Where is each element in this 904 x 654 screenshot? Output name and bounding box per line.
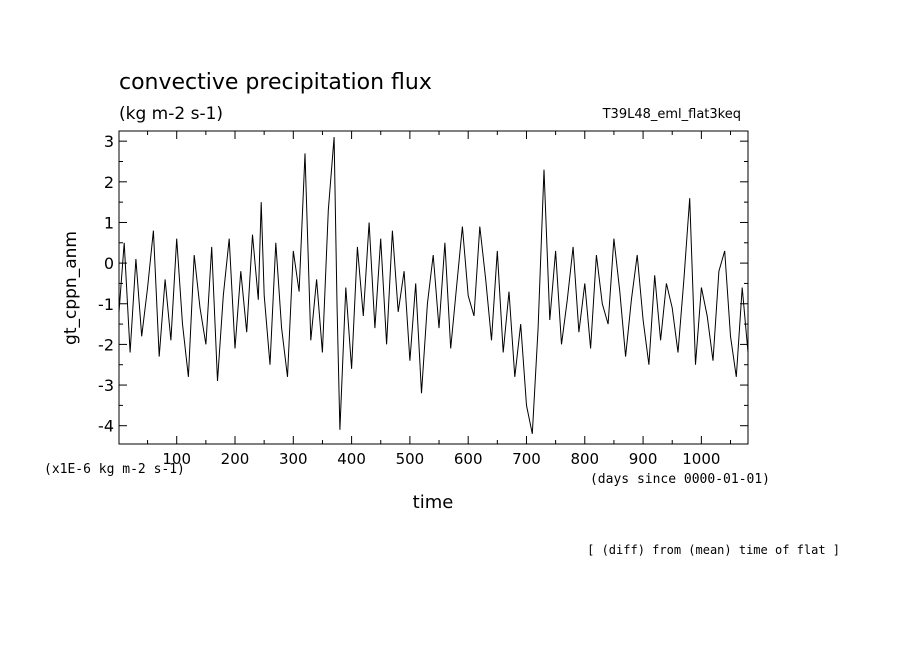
y-tick-label: 0 [104,254,114,273]
x-tick-label: 900 [629,450,658,468]
experiment-label: T39L48_eml_flat3keq [602,107,741,122]
y-tick-label: -2 [98,335,114,354]
x-tick-label: 700 [512,450,541,468]
x-axis-ticks: 100 200 300 400 500 600 700 800 900 1000 [147,131,732,468]
x-axis-units: (days since 0000-01-01) [590,472,770,487]
x-axis-label: time [413,492,454,513]
series-line [118,137,749,434]
footnote: [ (diff) from (mean) time of flat ] [587,543,840,557]
y-tick-label: -4 [98,417,114,436]
x-tick-label: 100 [162,450,191,468]
y-axis-ticks: -4 -3 -2 -1 0 1 2 3 [98,132,748,436]
plot-frame [118,130,749,445]
x-tick-label: 200 [221,450,250,468]
x-tick-label: 600 [454,450,483,468]
data-series [118,137,749,434]
y-tick-label: -1 [98,295,114,314]
y-tick-label: 2 [104,173,114,192]
y-axis-label: gt_cppn_anm [61,231,81,345]
y-tick-label: -3 [98,376,114,395]
x-tick-label: 800 [570,450,599,468]
y-axis-units: (x1E-6 kg m-2 s-1) [44,462,185,477]
x-tick-label: 1000 [682,450,720,468]
y-tick-label: 3 [104,132,114,151]
y-tick-label: 1 [104,213,114,232]
x-tick-label: 500 [396,450,425,468]
chart-units: (kg m-2 s-1) [119,104,223,124]
x-tick-label: 400 [337,450,366,468]
chart-title: convective precipitation flux [119,70,432,95]
x-tick-label: 300 [279,450,308,468]
